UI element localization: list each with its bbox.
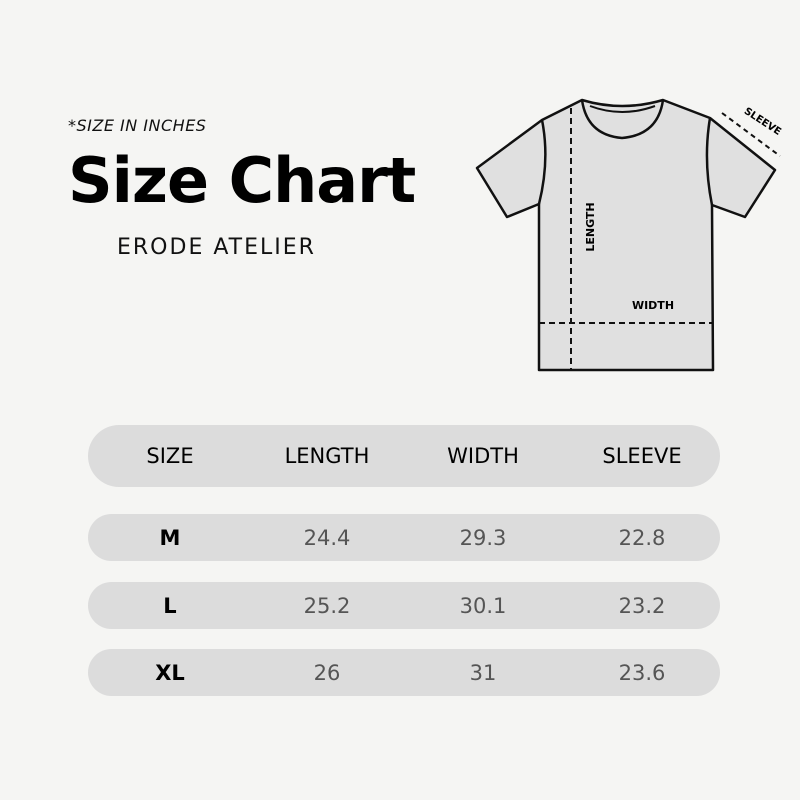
width-cell: 29.3: [459, 525, 507, 550]
sleeve-cell: 22.8: [618, 525, 666, 550]
width-cell: 31: [469, 660, 497, 685]
t-shirt-outline: [475, 98, 777, 372]
length-cell: 26: [313, 660, 341, 685]
table-header: SIZE LENGTH WIDTH SLEEVE: [88, 425, 720, 487]
sleeve-cell: 23.2: [618, 593, 666, 618]
sleeve-dashed-line: [721, 112, 781, 157]
table-row: XL 26 31 23.6: [88, 649, 720, 696]
size-cell: L: [163, 593, 177, 618]
collar: [580, 99, 665, 140]
column-header-length: LENGTH: [284, 444, 370, 468]
table-row: M 24.4 29.3 22.8: [88, 514, 720, 561]
column-header-width: WIDTH: [447, 444, 519, 468]
size-cell: XL: [155, 660, 185, 685]
column-header-sleeve: SLEEVE: [602, 444, 682, 468]
sleeve-label: SLEEVE: [742, 106, 783, 138]
right-sleeve-seam: [705, 117, 714, 206]
size-cell: M: [159, 525, 181, 550]
sleeve-cell: 23.6: [618, 660, 666, 685]
length-label: LENGTH: [584, 202, 597, 251]
left-sleeve-seam: [537, 119, 547, 205]
collar-inner: [589, 105, 656, 113]
length-cell: 24.4: [303, 525, 351, 550]
width-cell: 30.1: [459, 593, 507, 618]
brand-name: ERODE ATELIER: [117, 235, 316, 260]
units-note: *SIZE IN INCHES: [68, 116, 207, 135]
column-header-size: SIZE: [146, 444, 194, 468]
length-cell: 25.2: [303, 593, 351, 618]
width-label: WIDTH: [632, 299, 674, 312]
page-title: Size Chart: [68, 144, 416, 217]
t-shirt-diagram-icon: LENGTH WIDTH SLEEVE: [475, 98, 783, 372]
table-row: L 25.2 30.1 23.2: [88, 582, 720, 629]
